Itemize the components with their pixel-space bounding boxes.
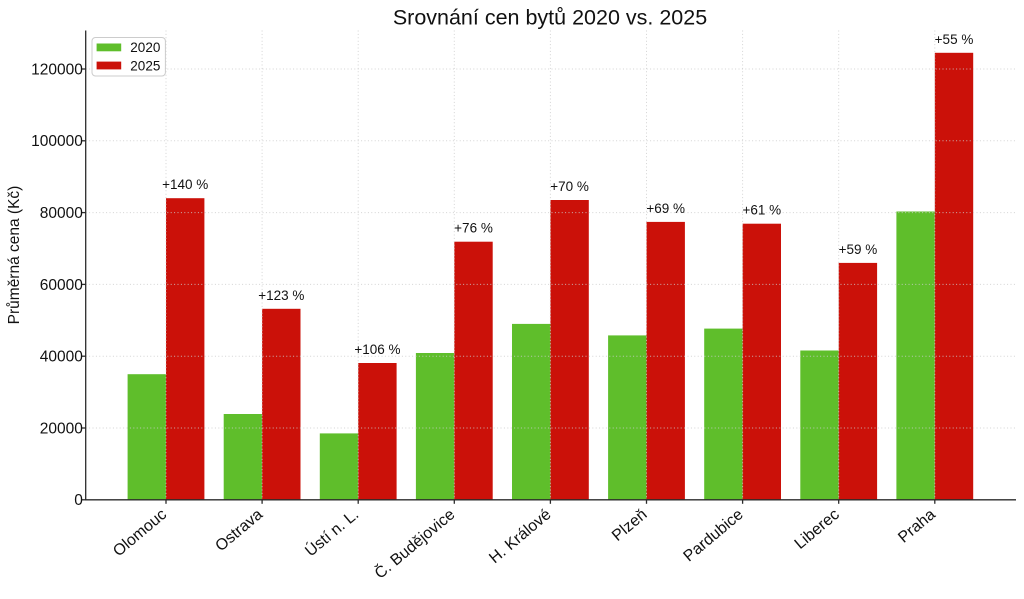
svg-text:+61 %: +61 %	[742, 203, 781, 218]
svg-text:+69 %: +69 %	[646, 201, 685, 216]
svg-text:Průměrná cena (Kč): Průměrná cena (Kč)	[6, 186, 23, 325]
svg-text:80000: 80000	[40, 205, 83, 222]
svg-text:+55 %: +55 %	[935, 32, 974, 47]
svg-text:+123 %: +123 %	[258, 288, 304, 303]
svg-text:100000: 100000	[31, 133, 83, 150]
svg-text:20000: 20000	[40, 420, 83, 437]
svg-text:40000: 40000	[40, 349, 83, 366]
svg-text:2025: 2025	[130, 58, 160, 73]
svg-text:120000: 120000	[31, 61, 83, 78]
svg-text:Srovnání cen bytů 2020 vs. 202: Srovnání cen bytů 2020 vs. 2025	[393, 6, 707, 30]
svg-text:+59 %: +59 %	[839, 242, 878, 257]
svg-text:60000: 60000	[40, 277, 83, 294]
svg-text:+76 %: +76 %	[454, 221, 493, 236]
svg-text:2020: 2020	[130, 40, 160, 55]
svg-text:+106 %: +106 %	[354, 342, 400, 357]
svg-text:+70 %: +70 %	[550, 179, 589, 194]
svg-text:0: 0	[74, 492, 83, 509]
svg-text:+140 %: +140 %	[162, 177, 208, 192]
